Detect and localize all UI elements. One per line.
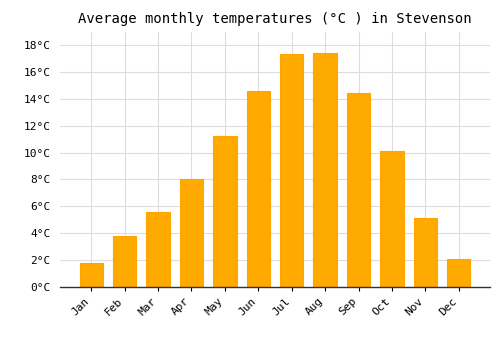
- Bar: [213, 136, 236, 287]
- Bar: [380, 151, 404, 287]
- Bar: [113, 236, 136, 287]
- Bar: [414, 218, 437, 287]
- Bar: [347, 93, 370, 287]
- Bar: [180, 180, 203, 287]
- Title: Average monthly temperatures (°C ) in Stevenson: Average monthly temperatures (°C ) in St…: [78, 12, 472, 26]
- Bar: [280, 54, 303, 287]
- Bar: [146, 212, 170, 287]
- Bar: [80, 263, 103, 287]
- Bar: [447, 259, 470, 287]
- Bar: [314, 53, 337, 287]
- Bar: [246, 91, 270, 287]
